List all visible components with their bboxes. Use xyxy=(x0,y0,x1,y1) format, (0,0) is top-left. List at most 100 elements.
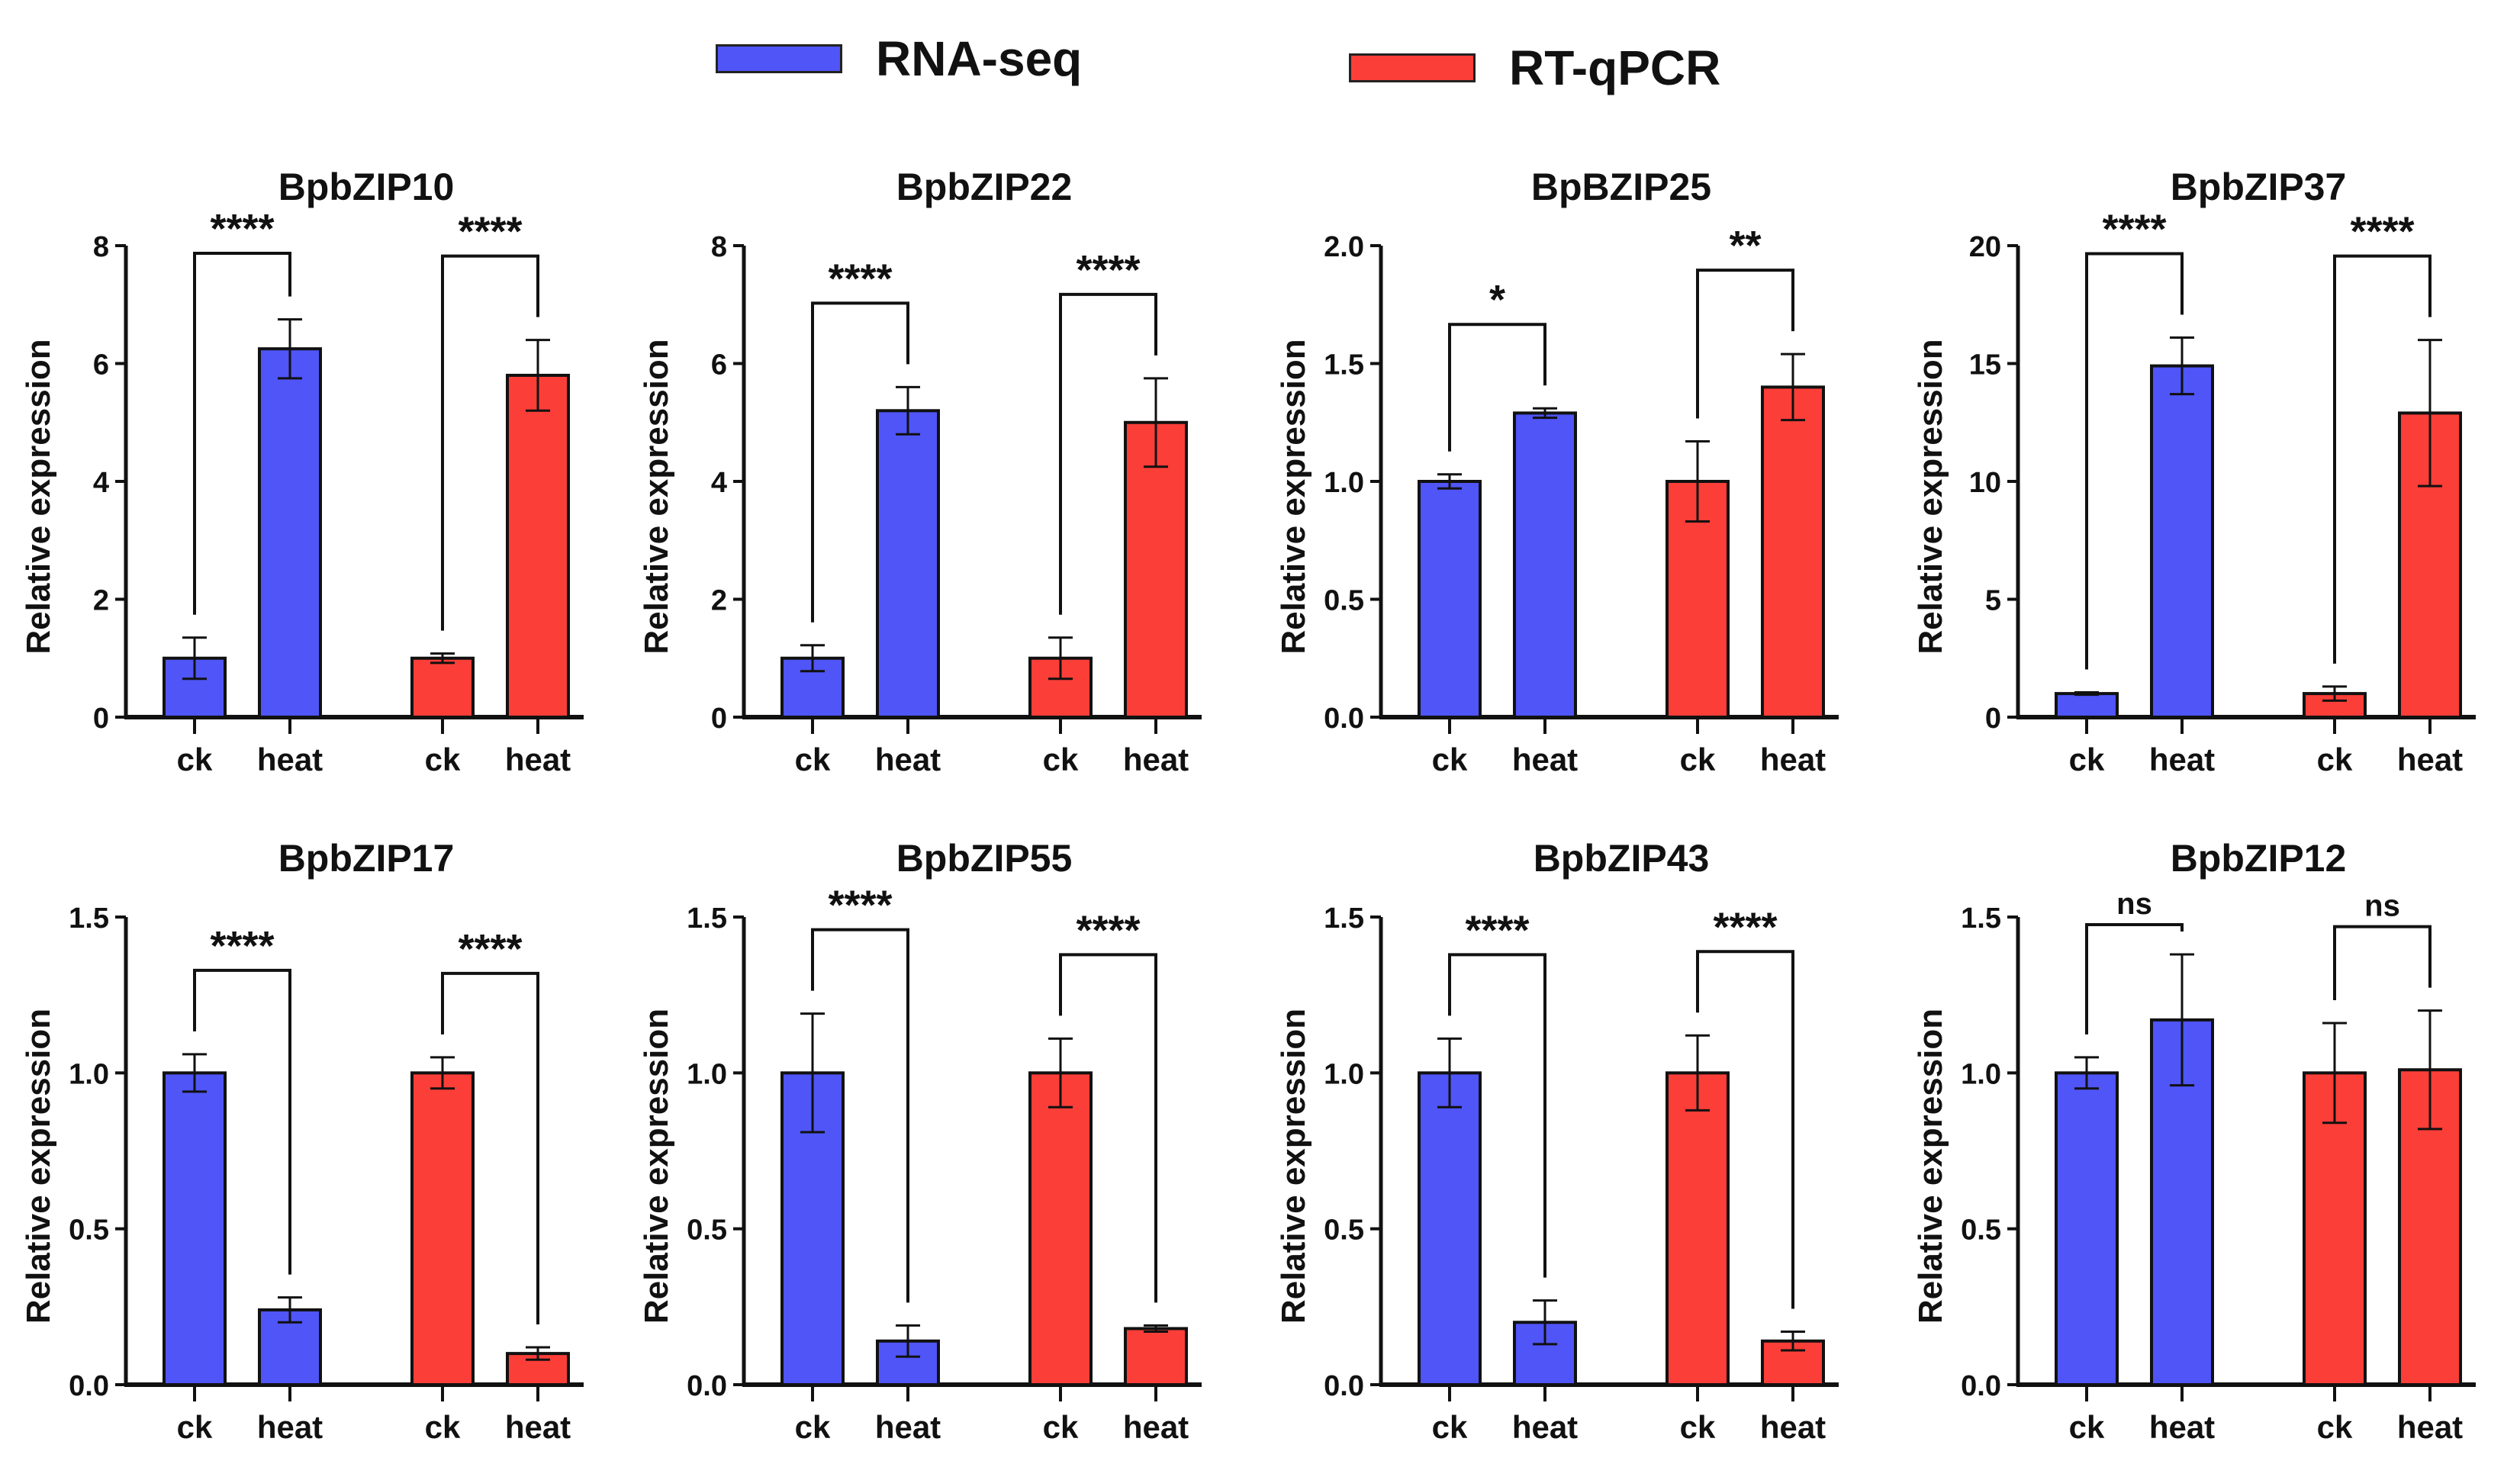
significance-label: * xyxy=(1489,277,1505,323)
x-tick-label: ck xyxy=(177,742,213,777)
x-tick-label: heat xyxy=(257,742,323,777)
x-tick-label: ck xyxy=(1432,742,1468,777)
x-tick-label: ck xyxy=(2069,742,2105,777)
y-tick-label: 0.0 xyxy=(687,1370,727,1402)
panel-bpbzip10: BpbZIP10 Relative expression 0 2 4 6 8 ck heat ck… xyxy=(20,166,584,777)
x-tick-label: heat xyxy=(1760,1409,1826,1445)
panel-bpbzip22: BpbZIP22 Relative expression 0 2 4 6 8 ck heat ck… xyxy=(638,166,1202,777)
y-tick-label: 6 xyxy=(711,349,727,381)
panel-bpbzip25: BpBZIP25 Relative expression 0.0 0.5 1.0 1.5 2… xyxy=(1275,166,1839,777)
x-tick-label: ck xyxy=(2317,1409,2353,1445)
significance-label: **** xyxy=(2102,207,2166,253)
significance-bracket xyxy=(1059,292,1157,615)
y-tick-label: 4 xyxy=(711,467,727,499)
x-tick-label: ck xyxy=(1043,1409,1079,1445)
panel-bpbzip55: BpbZIP55 Relative expression 0.0 0.5 1.0 1.5 c… xyxy=(638,837,1202,1445)
significance-bracket xyxy=(811,928,909,1303)
panel-bpbzip17: BpbZIP17 Relative expression 0.0 0.5 1.0 1.5 c… xyxy=(20,837,584,1445)
legend-label: RT-qPCR xyxy=(1509,40,1721,95)
y-tick-label: 0 xyxy=(1985,703,2001,735)
bar-rna-seq-heat xyxy=(1513,411,1577,719)
legend: RNA-seq RT-qPCR xyxy=(0,0,2520,107)
x-tick-label: heat xyxy=(875,1409,941,1445)
significance-label: **** xyxy=(828,256,892,301)
bar-rna-seq-ck xyxy=(1418,480,1482,719)
significance-bracket xyxy=(2085,923,2184,1035)
chart-title: BpbZIP37 xyxy=(2171,166,2347,208)
y-tick-label: 4 xyxy=(93,467,109,499)
bar-rna-seq-ck xyxy=(2055,692,2119,719)
bar-rna-seq-heat xyxy=(258,347,322,719)
y-tick-label: 1.5 xyxy=(1324,349,1364,381)
y-tick-label: 0.5 xyxy=(1961,1215,2001,1247)
bar-rna-seq-heat xyxy=(2150,364,2214,719)
x-tick-label: ck xyxy=(795,742,831,777)
significance-bracket xyxy=(193,968,291,1275)
x-tick-label: heat xyxy=(2149,1409,2215,1445)
significance-label: **** xyxy=(210,206,274,252)
bar-rt-qpcr-ck xyxy=(1666,1071,1730,1387)
x-tick-label: ck xyxy=(795,1409,831,1445)
significance-label: **** xyxy=(1713,904,1777,950)
x-tick-label: ck xyxy=(425,742,461,777)
significance-label: **** xyxy=(828,883,892,928)
x-tick-label: heat xyxy=(257,1409,323,1445)
x-tick-label: heat xyxy=(505,742,571,777)
significance-label: ns xyxy=(2364,890,2400,923)
chart-title: BpbZIP43 xyxy=(1534,837,1710,880)
significance-bracket xyxy=(1448,953,1546,1278)
y-tick-label: 1.0 xyxy=(1324,467,1364,499)
y-tick-label: 1.5 xyxy=(1324,903,1364,935)
y-tick-label: 1.0 xyxy=(1961,1058,2001,1090)
y-tick-label: 0.0 xyxy=(1324,703,1364,735)
y-tick-label: 2.0 xyxy=(1324,231,1364,263)
x-tick-label: ck xyxy=(1680,1409,1716,1445)
y-tick-label: 2 xyxy=(711,585,727,617)
y-axis-label: Relative expression xyxy=(638,339,675,654)
y-axis-label: Relative expression xyxy=(20,339,57,654)
panel-bpbzip43: BpbZIP43 Relative expression 0.0 0.5 1.0 1.5 c… xyxy=(1275,837,1839,1445)
significance-bracket xyxy=(441,971,539,1324)
y-tick-label: 6 xyxy=(93,349,109,381)
y-tick-label: 1.0 xyxy=(687,1058,727,1090)
y-axis-label: Relative expression xyxy=(638,1009,675,1324)
chart-title: BpbZIP55 xyxy=(896,837,1073,880)
y-tick-label: 2 xyxy=(93,585,109,617)
y-axis-label: Relative expression xyxy=(1275,339,1312,654)
significance-bracket xyxy=(2333,254,2431,664)
significance-bracket xyxy=(2333,925,2431,1000)
significance-label: **** xyxy=(1076,247,1140,293)
y-tick-label: 10 xyxy=(1969,467,2001,499)
x-tick-label: ck xyxy=(1432,1409,1468,1445)
bar-rt-qpcr-ck xyxy=(1028,1071,1093,1387)
y-tick-label: 5 xyxy=(1985,585,2001,617)
y-tick-label: 0.0 xyxy=(1324,1370,1364,1402)
bar-rt-qpcr-heat xyxy=(506,373,570,719)
y-tick-label: 1.0 xyxy=(69,1058,109,1090)
x-tick-label: ck xyxy=(2317,742,2353,777)
x-tick-label: ck xyxy=(177,1409,213,1445)
bar-rna-seq-ck xyxy=(1418,1071,1482,1387)
y-tick-label: 0.0 xyxy=(1961,1370,2001,1402)
x-tick-label: ck xyxy=(1680,742,1716,777)
bar-rna-seq-ck xyxy=(2055,1071,2119,1387)
y-axis-label: Relative expression xyxy=(1275,1009,1312,1324)
bar-rt-qpcr-ck xyxy=(410,656,475,719)
chart-title: BpbZIP22 xyxy=(896,166,1073,208)
panel-bpbzip12: BpbZIP12 Relative expression 0.0 0.5 1.0 1.5 c… xyxy=(1912,837,2476,1445)
bar-rt-qpcr-heat xyxy=(1761,1339,1825,1386)
y-tick-label: 0.5 xyxy=(69,1215,109,1247)
y-tick-label: 0.5 xyxy=(1324,585,1364,617)
significance-label: **** xyxy=(458,209,522,255)
y-tick-label: 8 xyxy=(93,231,109,263)
x-tick-label: heat xyxy=(1123,1409,1189,1445)
legend-item-rt-qpcr: RT-qPCR xyxy=(1349,40,1720,96)
significance-bracket xyxy=(1696,950,1794,1309)
x-tick-label: heat xyxy=(1512,742,1578,777)
significance-bracket xyxy=(811,301,909,623)
bar-rt-qpcr-heat xyxy=(1761,385,1825,719)
panel-bpbzip37: BpbZIP37 Relative expression 0 5 10 15 20 ck hea… xyxy=(1912,166,2476,777)
y-tick-label: 0 xyxy=(93,703,109,735)
bar-rt-qpcr-ck xyxy=(410,1071,475,1387)
